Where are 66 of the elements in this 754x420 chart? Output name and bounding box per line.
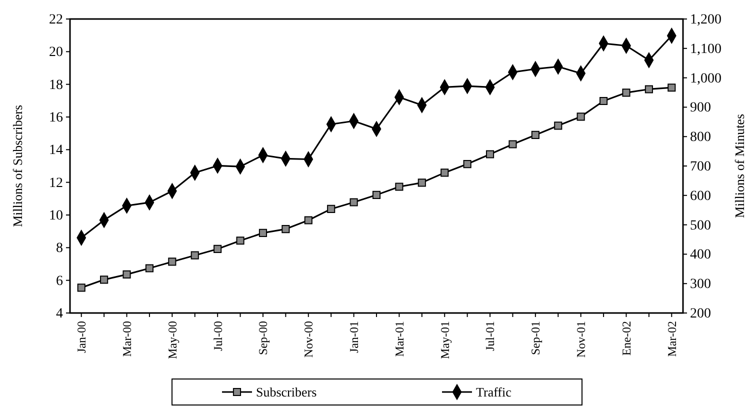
x-tick-label: Nov-00: [302, 321, 316, 358]
point: [418, 178, 426, 187]
y-tick-label: 14: [49, 143, 63, 158]
point: [214, 244, 222, 254]
point: [622, 88, 630, 97]
point: [258, 228, 268, 237]
y-tick-label: 18: [49, 78, 63, 93]
point: [531, 130, 540, 139]
point: [486, 150, 494, 158]
point: [77, 284, 86, 292]
y2-tick-label: 600: [690, 188, 711, 204]
x-tick-label: Jul-01: [483, 321, 498, 351]
y2-tick-label: 800: [690, 130, 711, 146]
point: [122, 270, 131, 278]
y2-tick-label: 500: [690, 218, 711, 234]
point: [600, 96, 608, 106]
y2-tick-label: 200: [690, 306, 711, 322]
x-tick-label: May-00: [165, 321, 180, 359]
y-tick-label: 6: [56, 274, 63, 289]
point: [668, 84, 676, 92]
point: [282, 225, 290, 234]
point: [554, 122, 562, 130]
point: [576, 112, 585, 121]
point: [304, 216, 312, 224]
y2-tick-label: 1,200: [690, 12, 722, 28]
point: [644, 85, 653, 94]
legend-label: Subscribers: [256, 384, 317, 400]
x-tick-label: Mar-00: [120, 321, 134, 357]
point: [372, 190, 381, 199]
y-tick-label: 16: [49, 110, 63, 126]
point: [190, 251, 199, 260]
x-tick-label: Ene-02: [619, 321, 634, 356]
point: [463, 160, 472, 168]
y-tick-label: 12: [49, 176, 63, 191]
x-tick-label: Jan-00: [74, 321, 89, 353]
y2-tick-label: 300: [690, 277, 711, 292]
x-tick-label: May-01: [438, 321, 452, 359]
point: [145, 264, 154, 272]
y2-tick-label: 1,000: [690, 71, 722, 86]
point: [395, 182, 404, 191]
x-tick-label: Sep-01: [528, 321, 543, 355]
y2-tick-label: 900: [690, 100, 711, 116]
point: [350, 198, 358, 206]
y-tick-label: 10: [49, 208, 63, 224]
y2-tick-label: 1,100: [690, 42, 722, 57]
point: [440, 168, 449, 177]
y-tick-label: 20: [49, 45, 63, 60]
y2-axis-title: Millions of Minutes: [732, 114, 747, 218]
y-tick-label: 8: [56, 241, 63, 256]
x-tick-label: Jul-00: [210, 321, 225, 351]
point: [100, 276, 108, 284]
point: [508, 140, 517, 148]
x-tick-label: Mar-01: [392, 321, 406, 357]
x-tick-label: Nov-01: [574, 321, 588, 358]
y2-tick-label: 400: [690, 248, 711, 263]
legend-label: Traffic: [476, 384, 512, 400]
x-tick-label: Sep-00: [256, 321, 270, 355]
x-tick-label: Mar-02: [664, 321, 679, 357]
point: [327, 204, 336, 213]
y-tick-label: 4: [56, 306, 63, 322]
y2-tick-label: 700: [690, 159, 711, 174]
point: [236, 236, 244, 245]
x-tick-label: Jan-01: [346, 321, 361, 353]
y-axis-title: Millions of Subscribers: [10, 104, 25, 228]
y-tick-label: 22: [49, 12, 63, 28]
point: [168, 258, 176, 266]
